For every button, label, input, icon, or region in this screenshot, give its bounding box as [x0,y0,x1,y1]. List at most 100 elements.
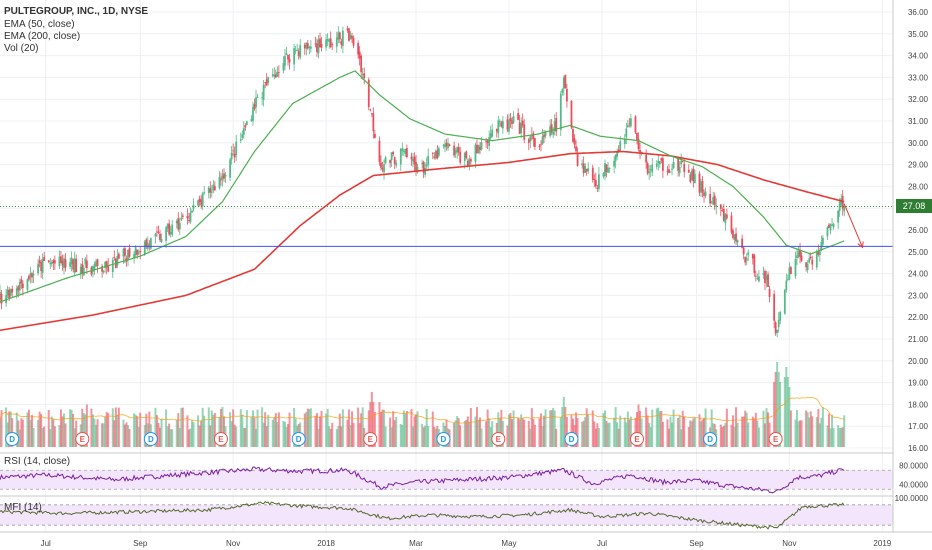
dividend-marker[interactable]: D [5,432,20,446]
earnings-marker[interactable]: E [629,432,644,446]
volume-bar [75,420,78,447]
candle-body [392,151,395,155]
volume-bar [127,425,130,447]
volume-bar [826,425,829,447]
volume-bar [69,409,72,447]
candle-body [348,28,350,41]
volume-bar [480,428,483,447]
candle-body [38,260,41,263]
candle-body [668,169,670,174]
candle-body [767,274,769,287]
candle-body [107,265,110,272]
candle-body [412,158,414,162]
candle-body [573,138,576,145]
volume-legend: Vol (20) [4,43,39,54]
volume-bar [509,413,512,447]
candle-body [262,84,265,100]
volume-bar [166,426,169,447]
volume-bar [477,419,480,447]
candle-body [271,74,274,77]
volume-bar [113,420,116,447]
volume-bar [265,426,268,447]
candle-body [527,139,530,143]
candle-body [765,275,768,281]
candle-body [544,132,547,136]
candle-body [233,153,236,158]
candle-body [294,50,297,52]
volume-bar [701,419,704,447]
volume-bar [154,407,157,447]
volume-bar [102,423,105,447]
dividend-marker[interactable]: D [564,432,579,446]
marker-label: E [634,435,640,444]
candle-body [476,144,478,154]
candle-body [486,140,489,143]
candle-body [776,329,779,333]
volume-bar [261,407,264,447]
volume-bar [672,409,675,447]
volume-bar [666,419,669,447]
rsi-tick-label: 40.0000 [899,481,928,490]
candle-body [43,256,46,261]
candle-body [402,151,405,153]
candle-body [741,238,744,249]
volume-bar [63,413,66,447]
candle-body [649,169,652,171]
price-tick-label: 17.00 [908,422,929,431]
volume-bar [469,407,472,447]
volume-bar [731,415,734,447]
volume-bar [562,397,565,447]
volume-bar [212,414,215,447]
earnings-marker[interactable]: E [213,432,228,446]
volume-bar [219,408,222,447]
earnings-marker[interactable]: E [363,432,378,446]
volume-bar [576,418,579,447]
volume-bar [256,409,259,447]
dividend-marker[interactable]: D [703,432,718,446]
volume-bar [581,421,584,447]
volume-bar [136,416,139,447]
candle-body [736,239,739,243]
volume-bar [101,423,104,447]
volume-bar [37,420,40,447]
volume-bar [181,407,184,447]
price-tick-label: 36.00 [908,8,929,17]
candle-body [818,251,821,256]
candle-body [171,224,174,235]
candle-body [511,120,513,125]
candle-body [434,150,437,159]
dividend-marker[interactable]: D [436,432,451,446]
candle-body [31,273,33,278]
volume-bar [657,407,660,447]
volume-bar [157,422,160,447]
volume-bar [114,407,117,447]
candle-body [253,103,256,109]
volume-bar [837,425,840,447]
candle-body [220,179,222,181]
volume-bar [840,428,843,447]
volume-bar [806,412,809,447]
candle-body [811,259,814,265]
candle-body [274,74,277,78]
candle-body [786,279,789,280]
volume-bar [768,422,771,447]
volume-bar [200,420,203,447]
candle-body [645,154,648,163]
volume-bar [763,423,766,447]
earnings-marker[interactable]: E [491,432,506,446]
dividend-marker[interactable]: D [291,432,306,446]
volume-bar [52,419,55,447]
volume-bar [401,424,404,447]
volume-bar [625,422,628,447]
volume-bar [550,410,553,447]
volume-bar [689,420,692,447]
volume-bar [797,421,800,447]
earnings-marker[interactable]: E [768,432,783,446]
dividend-marker[interactable]: D [143,432,158,446]
indicator-panels [0,466,893,530]
earnings-marker[interactable]: E [75,432,90,446]
candle-body [425,164,428,167]
volume-bar [15,412,18,447]
